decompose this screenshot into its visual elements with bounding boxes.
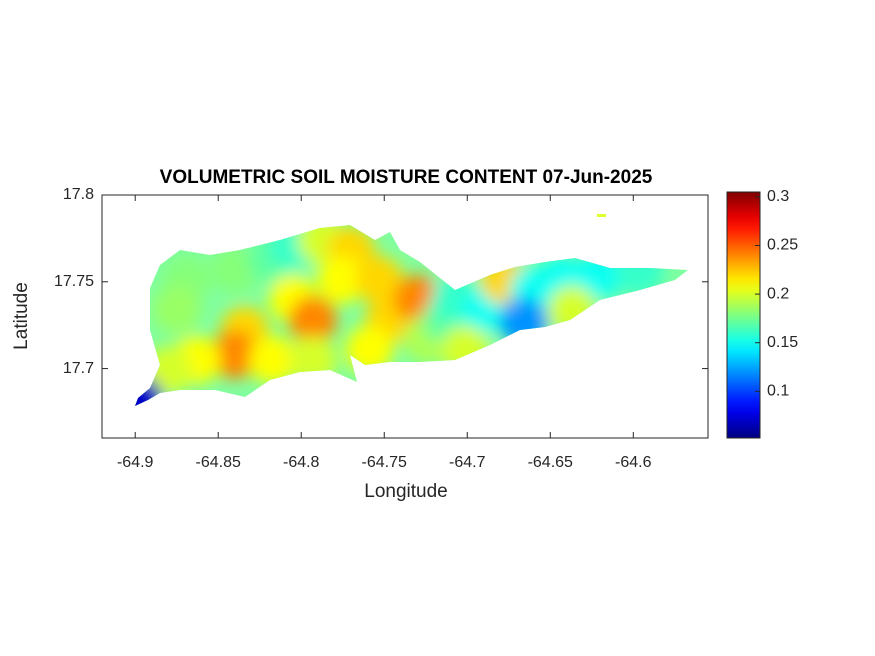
chart-title: VOLUMETRIC SOIL MOISTURE CONTENT 07-Jun-… (160, 167, 653, 188)
colorbar-tick-label: 0.15 (767, 334, 798, 351)
colorbar-tick-label: 0.1 (767, 383, 789, 400)
moisture-cell (355, 256, 404, 305)
moisture-cell (249, 335, 298, 384)
colorbar (726, 191, 761, 439)
colorbar-tick-label: 0.3 (767, 188, 789, 205)
moisture-field (135, 225, 664, 406)
x-tick-label: -64.65 (528, 454, 573, 471)
moisture-cell (210, 245, 259, 294)
x-tick-label: -64.75 (362, 454, 407, 471)
moisture-cell (152, 285, 201, 334)
islet (597, 214, 606, 217)
y-tick-label: 17.7 (63, 360, 94, 377)
moisture-cell (135, 375, 163, 406)
y-tick-label: 17.8 (63, 186, 94, 203)
colorbar-tick-label: 0.25 (767, 237, 798, 254)
moisture-cell (210, 330, 259, 379)
x-tick-label: -64.85 (196, 454, 241, 471)
moisture-cell (317, 256, 366, 305)
moisture-cell (288, 295, 337, 344)
x-tick-label: -64.6 (615, 454, 652, 471)
x-tick-label: -64.9 (117, 454, 154, 471)
y-tick-label: 17.75 (54, 273, 94, 290)
axes: -64.9 -64.85 -64.8 -64.75 -64.7 -64.65 -64.6 17… (54, 186, 798, 471)
x-tick-label: -64.8 (283, 454, 320, 471)
y-axis-label: Latitude (11, 282, 32, 350)
x-axis-label: Longitude (364, 481, 447, 502)
colorbar-tick-label: 0.2 (767, 285, 789, 302)
x-tick-label: -64.7 (449, 454, 486, 471)
